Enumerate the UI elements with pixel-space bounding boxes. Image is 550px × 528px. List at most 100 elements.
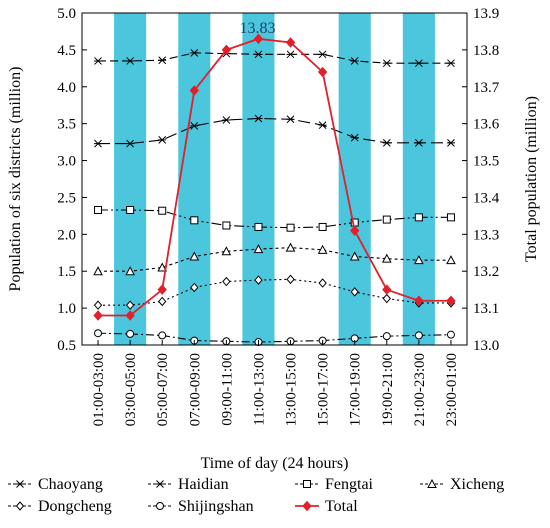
marker-total <box>317 66 328 78</box>
legend-label-total: Total <box>325 498 358 515</box>
marker-shijingshan <box>94 329 103 338</box>
x-tick-label: 15:00-17:00 <box>316 353 332 426</box>
marker-chaoyang <box>286 50 295 59</box>
plot-frame <box>81 12 468 346</box>
series-layer <box>93 33 456 347</box>
legend-label-haidian: Haidian <box>178 476 229 493</box>
series-haidian <box>94 114 455 148</box>
right-tick-label: 13.9 <box>473 6 499 22</box>
marker-fengtai <box>414 213 423 222</box>
marker-xicheng <box>381 253 392 263</box>
marker-haidian <box>414 138 423 147</box>
marker-xicheng <box>446 255 456 265</box>
series-dongcheng <box>93 274 456 310</box>
series-line-total <box>98 37 451 317</box>
marker-total <box>350 225 360 236</box>
x-axis-title: Time of day (24 hours) <box>201 455 349 472</box>
marker-haidian <box>126 139 135 148</box>
x-tick-label: 05:00-07:00 <box>155 353 171 426</box>
x-tick-label: 07:00-09:00 <box>187 353 203 426</box>
marker-shijingshan <box>446 330 455 339</box>
shaded-band <box>178 13 211 345</box>
legend-item-fengtai: Fengtai <box>295 476 374 493</box>
right-tick-label: 13.2 <box>473 264 499 280</box>
marker-chaoyang <box>126 57 135 65</box>
shaded-band <box>114 13 147 345</box>
left-axis: 0.5 1.0 1.5 2.0 2.5 3.0 3.5 4.0 4.5 5.0 <box>57 6 87 354</box>
marker-total <box>221 44 232 56</box>
right-tick-label: 13.4 <box>473 190 500 206</box>
left-tick-label: 1.0 <box>57 301 76 317</box>
right-tick-label: 13.8 <box>473 43 499 59</box>
marker-xicheng <box>93 266 103 276</box>
marker-fengtai <box>254 222 263 231</box>
marker-dongcheng <box>158 296 167 307</box>
marker-haidian <box>94 139 103 148</box>
marker-chaoyang <box>158 56 167 65</box>
marker-fengtai <box>318 222 327 231</box>
marker-dongcheng <box>318 278 327 288</box>
legend-label-fengtai: Fengtai <box>325 476 374 493</box>
marker-shijingshan <box>156 502 164 510</box>
marker-dongcheng <box>93 300 103 310</box>
marker-fengtai <box>158 206 167 215</box>
legend-label-shijingshan: Shijingshan <box>178 498 254 515</box>
marker-total <box>446 295 456 306</box>
right-tick-label: 13.6 <box>473 117 500 133</box>
marker-dongcheng <box>350 287 359 297</box>
marker-dongcheng <box>382 293 391 304</box>
legend-label-dongcheng: Dongcheng <box>38 498 112 515</box>
shaded-band <box>242 13 275 345</box>
marker-chaoyang <box>382 59 391 68</box>
left-tick-label: 1.5 <box>57 264 76 280</box>
legend-label-chaoyang: Chaoyang <box>38 476 103 493</box>
left-tick-label: 4.5 <box>57 43 76 59</box>
series-shijingshan <box>94 329 455 347</box>
legend-item-total: Total <box>295 498 358 515</box>
legend-item-shijingshan: Shijingshan <box>148 498 254 515</box>
legend-item-xicheng: Xicheng <box>420 476 504 493</box>
marker-total <box>253 33 264 45</box>
marker-haidian <box>222 116 231 124</box>
x-tick-label: 03:00-05:00 <box>123 353 139 426</box>
marker-fengtai <box>382 215 391 224</box>
right-axis-title: Total population (million) <box>523 96 540 262</box>
right-axis: 13.0 13.1 13.2 13.3 13.4 13.5 13.6 13.7 13.8 13.9 <box>462 6 500 354</box>
marker-xicheng <box>157 262 168 272</box>
marker-total <box>302 500 312 512</box>
marker-shijingshan <box>126 329 135 338</box>
series-fengtai <box>94 205 455 232</box>
marker-dongcheng <box>222 276 231 287</box>
marker-xicheng <box>285 242 296 252</box>
right-tick-label: 13.3 <box>473 227 499 243</box>
x-tick-label: 19:00-21:00 <box>380 353 396 426</box>
marker-total <box>189 85 199 96</box>
x-tick-label: 21:00-23:00 <box>412 353 428 426</box>
marker-chaoyang <box>190 48 199 57</box>
shaded-bands <box>114 13 435 345</box>
marker-chaoyang <box>318 50 327 59</box>
marker-chaoyang <box>16 480 24 488</box>
marker-dongcheng <box>254 275 263 285</box>
marker-haidian <box>254 114 263 123</box>
marker-dongcheng <box>125 300 135 310</box>
x-tick-label: 17:00-19:00 <box>348 353 364 426</box>
right-tick-label: 13.1 <box>473 301 499 317</box>
marker-fengtai <box>222 221 231 230</box>
marker-haidian <box>286 115 295 124</box>
marker-fengtai <box>446 213 455 222</box>
marker-xicheng <box>189 251 200 261</box>
left-tick-label: 5.0 <box>57 6 76 22</box>
marker-chaoyang <box>350 57 359 65</box>
legend-item-dongcheng: Dongcheng <box>8 498 112 515</box>
x-tick-label: 13:00-15:00 <box>284 353 300 426</box>
marker-total <box>93 310 103 321</box>
legend: Chaoyang Haidian Fengtai Xicheng Dongcheng Sh… <box>8 476 504 515</box>
series-line-haidian <box>98 117 451 145</box>
marker-total <box>414 295 424 306</box>
left-tick-label: 2.5 <box>57 190 76 206</box>
series-chaoyang <box>94 48 455 68</box>
marker-xicheng <box>427 478 437 488</box>
marker-chaoyang <box>254 50 263 59</box>
